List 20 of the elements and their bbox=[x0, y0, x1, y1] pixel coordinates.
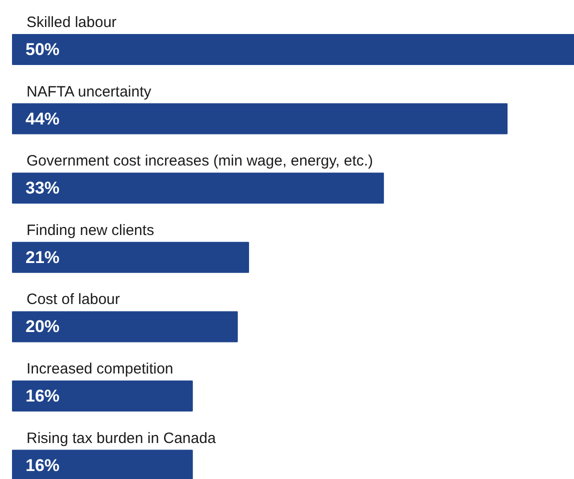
y-tick-label: Skilled labour bbox=[26, 14, 117, 31]
bar bbox=[12, 172, 384, 204]
y-tick-label: NAFTA uncertainty bbox=[26, 83, 152, 100]
y-tick-label: Finding new clients bbox=[26, 222, 154, 239]
data-label: 50% bbox=[26, 40, 60, 59]
y-tick-label: Cost of labour bbox=[26, 291, 120, 308]
bar bbox=[12, 380, 193, 412]
data-label: 44% bbox=[26, 109, 60, 128]
data-label: 16% bbox=[26, 456, 60, 475]
data-label: 20% bbox=[26, 317, 60, 336]
y-tick-label: Rising tax burden in Canada bbox=[26, 430, 216, 447]
bar bbox=[12, 311, 238, 342]
bar bbox=[12, 103, 508, 134]
bar bbox=[12, 242, 250, 273]
data-label: 21% bbox=[26, 248, 60, 267]
y-tick-label: Increased competition bbox=[26, 360, 174, 378]
bar bbox=[12, 34, 574, 65]
y-tick-label: Government cost increases (min wage, energy, etc.) bbox=[26, 152, 374, 170]
data-label: 16% bbox=[26, 386, 60, 406]
data-label: 33% bbox=[26, 178, 60, 198]
